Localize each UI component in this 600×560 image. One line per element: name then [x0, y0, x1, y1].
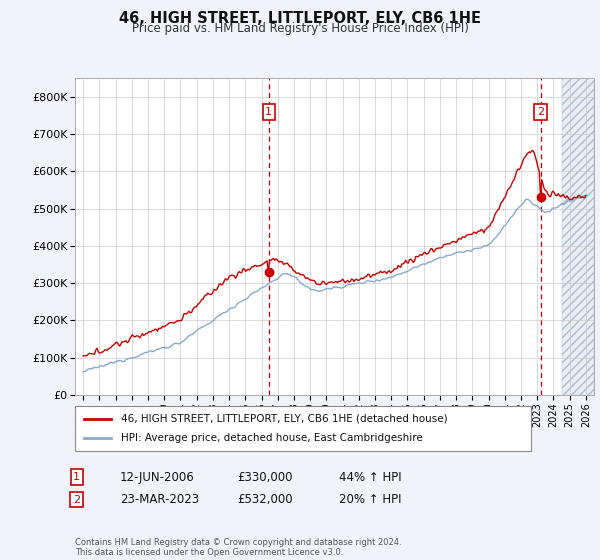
Text: 20% ↑ HPI: 20% ↑ HPI	[339, 493, 401, 506]
Text: 12-JUN-2006: 12-JUN-2006	[120, 470, 195, 484]
Text: Price paid vs. HM Land Registry's House Price Index (HPI): Price paid vs. HM Land Registry's House …	[131, 22, 469, 35]
Text: 23-MAR-2023: 23-MAR-2023	[120, 493, 199, 506]
Text: 46, HIGH STREET, LITTLEPORT, ELY, CB6 1HE: 46, HIGH STREET, LITTLEPORT, ELY, CB6 1H…	[119, 11, 481, 26]
Text: 46, HIGH STREET, LITTLEPORT, ELY, CB6 1HE (detached house): 46, HIGH STREET, LITTLEPORT, ELY, CB6 1H…	[121, 413, 447, 423]
FancyBboxPatch shape	[75, 406, 531, 451]
Bar	[562, 78, 594, 395]
Text: £330,000: £330,000	[237, 470, 293, 484]
Bar	[562, 78, 594, 395]
Text: 44% ↑ HPI: 44% ↑ HPI	[339, 470, 401, 484]
Text: 1: 1	[265, 107, 272, 117]
Text: 2: 2	[537, 107, 544, 117]
Text: 2: 2	[73, 494, 80, 505]
Text: HPI: Average price, detached house, East Cambridgeshire: HPI: Average price, detached house, East…	[121, 433, 422, 444]
Text: Contains HM Land Registry data © Crown copyright and database right 2024.
This d: Contains HM Land Registry data © Crown c…	[75, 538, 401, 557]
Text: £532,000: £532,000	[237, 493, 293, 506]
Text: 1: 1	[73, 472, 80, 482]
